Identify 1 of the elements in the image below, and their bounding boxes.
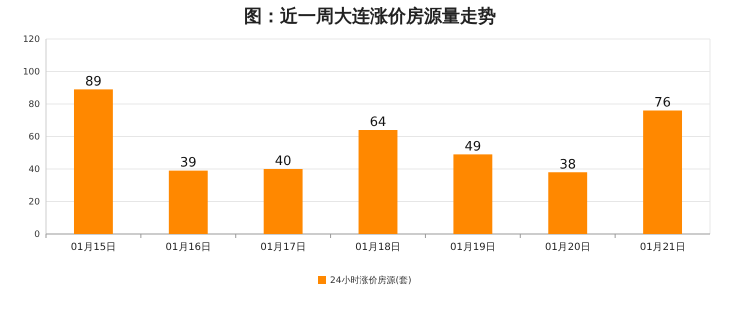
title: 图：近一周大连涨价房源量走势 <box>244 6 496 27</box>
